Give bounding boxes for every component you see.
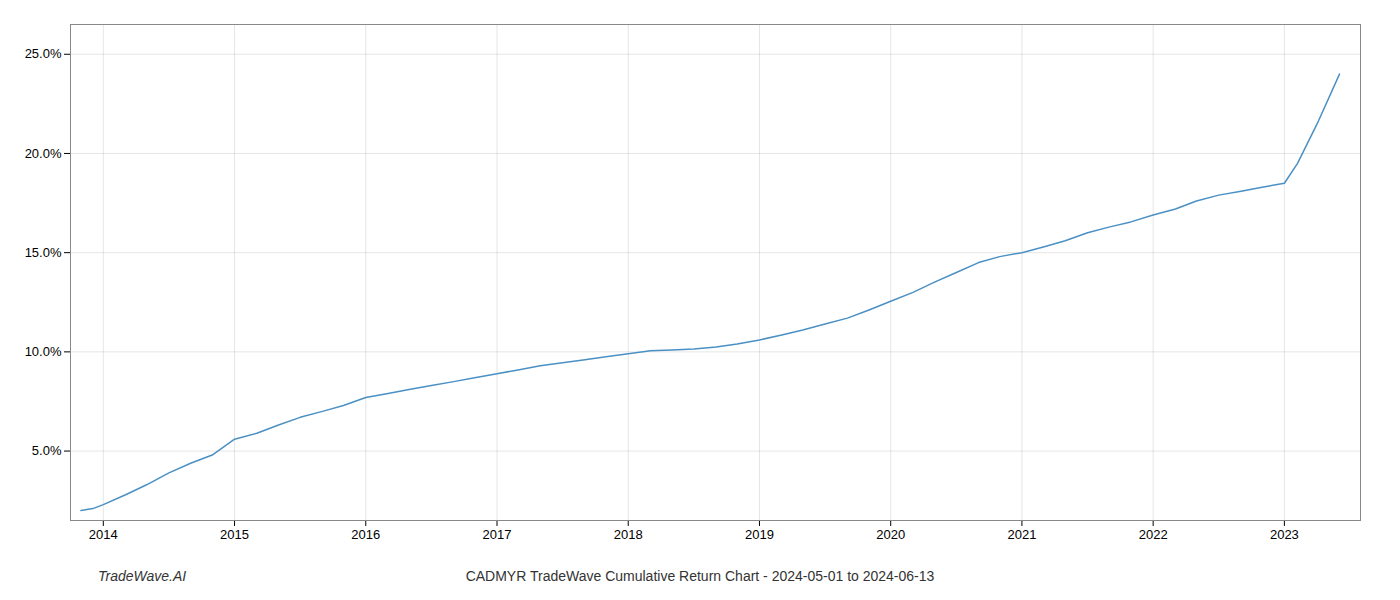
- svg-text:2017: 2017: [483, 527, 512, 542]
- svg-text:2014: 2014: [89, 527, 118, 542]
- svg-text:2023: 2023: [1270, 527, 1299, 542]
- svg-text:25.0%: 25.0%: [25, 46, 62, 61]
- svg-text:2016: 2016: [351, 527, 380, 542]
- html-text:TradeWave.AI: TradeWave.AI: [98, 568, 187, 584]
- svg-text:2019: 2019: [745, 527, 774, 542]
- svg-text:2015: 2015: [220, 527, 249, 542]
- svg-text:20.0%: 20.0%: [25, 146, 62, 161]
- svg-text:2020: 2020: [876, 527, 905, 542]
- svg-text:5.0%: 5.0%: [32, 443, 62, 458]
- html-text:CADMYR TradeWave Cumulative Re: CADMYR TradeWave Cumulative Return Chart…: [465, 568, 935, 584]
- svg-text:15.0%: 15.0%: [25, 245, 62, 260]
- svg-text:10.0%: 10.0%: [25, 344, 62, 359]
- svg-text:2022: 2022: [1139, 527, 1168, 542]
- svg-text:2018: 2018: [614, 527, 643, 542]
- svg-text:2021: 2021: [1007, 527, 1036, 542]
